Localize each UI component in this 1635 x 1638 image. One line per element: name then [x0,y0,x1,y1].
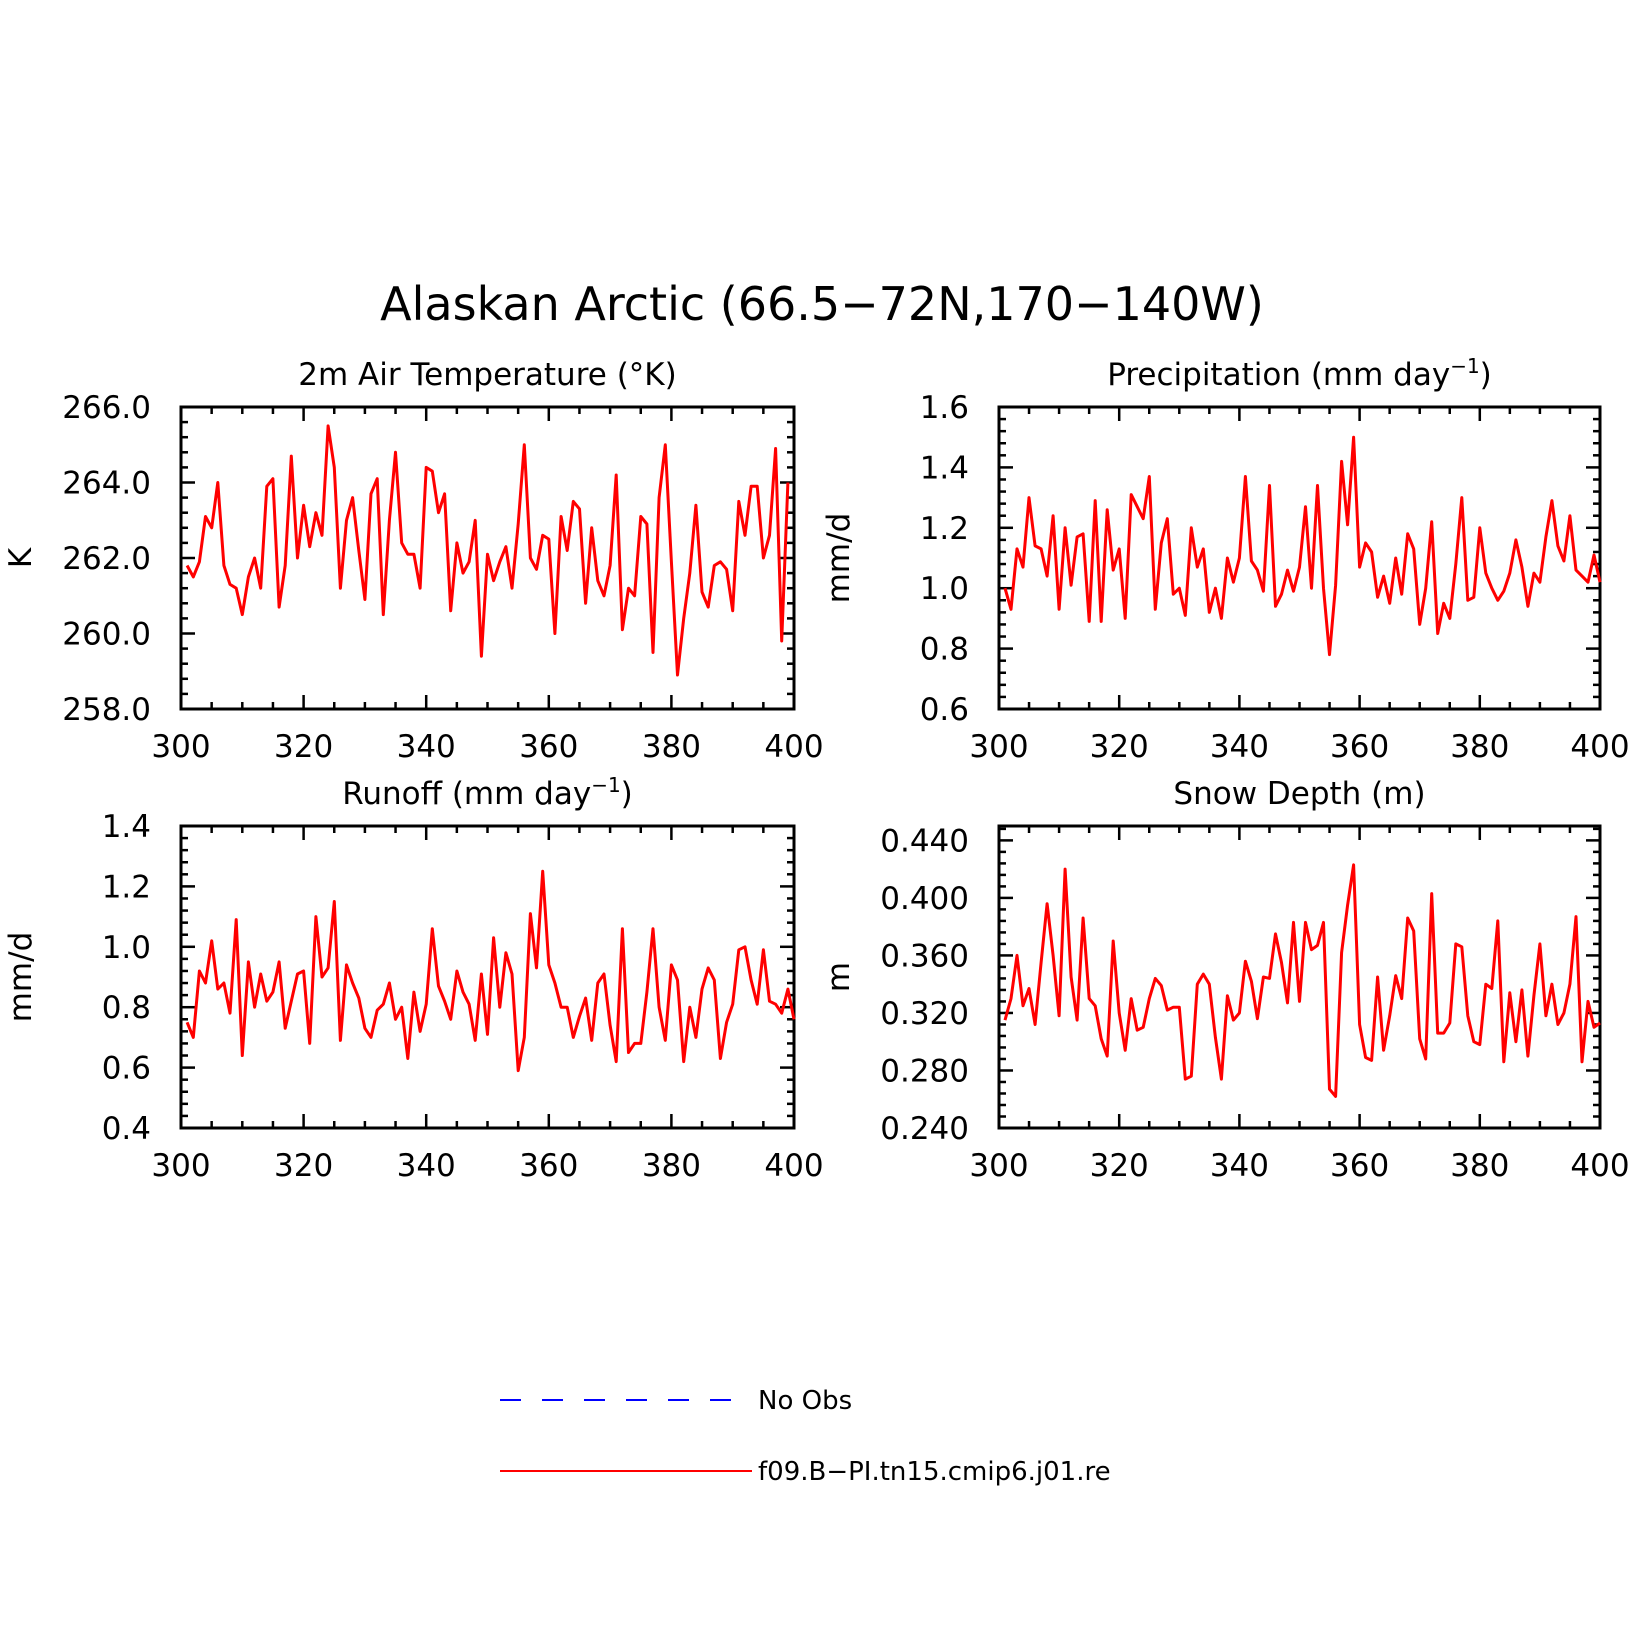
y-tick-label: 0.240 [880,1111,969,1147]
x-tick-label: 380 [1450,729,1509,765]
legend: No Obs f09.B−PI.tn15.cmip6.j01.re [500,1386,1111,1487]
panel-title: 2m Air Temperature (°K) [298,357,676,393]
x-tick-label: 380 [1450,1148,1509,1184]
panel-2: Runoff (mm day−1) mm/d 300 320 340 360 380 400 0… [3,773,824,1184]
x-tick-label: 360 [1330,729,1389,765]
legend-label-model-run: f09.B−PI.tn15.cmip6.j01.re [758,1457,1111,1487]
panels: 2m Air Temperature (°K) K 300 320 340 360 380 4… [3,354,1630,1184]
y-tick-label: 0.440 [880,823,969,859]
panel-title-superscript: −1 [591,773,620,797]
y-tick-label: 262.0 [62,541,151,577]
y-tick-label: 266.0 [62,390,151,426]
y-tick-label: 0.320 [880,996,969,1032]
x-tick-label: 380 [642,729,701,765]
panel-0: 2m Air Temperature (°K) K 300 320 340 360 380 4… [3,357,824,765]
plot-frame [179,824,796,1130]
y-tick-label: 1.2 [920,511,969,547]
y-tick-label: 0.6 [102,1051,151,1087]
plot-frame [997,824,1602,1130]
panel-3: Snow Depth (m) m 300 320 340 360 380 400 0.240 0.… [821,776,1630,1184]
x-tick-label: 340 [397,729,456,765]
x-tick-label: 360 [519,729,578,765]
series-line [185,424,790,677]
y-tick-label: 0.4 [102,1111,151,1147]
x-tick-label: 300 [969,1148,1028,1184]
panel-title: Runoff (mm day−1) [342,773,633,812]
x-tick-label: 320 [274,729,333,765]
x-tick-label: 340 [1210,1148,1269,1184]
y-tick-label: 0.8 [920,632,969,668]
x-tick-label: 320 [1090,729,1149,765]
y-tick-label: 1.6 [920,390,969,426]
y-tick-label: 264.0 [62,466,151,502]
x-tick-label: 340 [397,1148,456,1184]
x-tick-label: 300 [151,729,210,765]
x-tick-label: 300 [151,1148,210,1184]
y-tick-label: 260.0 [62,617,151,653]
x-tick-label: 400 [764,1148,823,1184]
series-line [185,869,796,1073]
panel-title-end: ) [1480,357,1492,393]
series-line [1003,435,1602,657]
x-tick-label: 340 [1210,729,1269,765]
y-tick-label: 1.0 [102,930,151,966]
x-tick-label: 360 [519,1148,578,1184]
x-tick-label: 360 [1330,1148,1389,1184]
y-tick-label: 1.0 [920,571,969,607]
x-tick-label: 380 [642,1148,701,1184]
y-tick-label: 1.4 [920,450,969,486]
y-tick-label: 0.8 [102,990,151,1026]
y-tick-label: 0.360 [880,938,969,974]
y-axis-label: mm/d [3,932,39,1023]
panel-title-superscript: −1 [1450,354,1479,378]
y-tick-label: 0.6 [920,692,969,728]
panel-title: Precipitation (mm day−1) [1107,354,1492,393]
figure-title: Alaskan Arctic (66.5−72N,170−140W) [380,277,1264,331]
y-tick-label: 1.4 [102,809,151,845]
x-tick-label: 300 [969,729,1028,765]
legend-label-no-obs: No Obs [758,1386,852,1416]
y-tick-label: 0.400 [880,881,969,917]
x-tick-label: 320 [1090,1148,1149,1184]
y-tick-label: 1.2 [102,869,151,905]
x-tick-label: 400 [764,729,823,765]
y-axis-label: mm/d [821,513,857,604]
y-axis-label: m [821,962,857,992]
y-axis-label: K [3,547,39,568]
x-tick-label: 400 [1570,729,1629,765]
y-tick-label: 258.0 [62,692,151,728]
panel-title-end: ) [621,776,633,812]
panel-1: Precipitation (mm day−1) mm/d 300 320 340 360… [821,354,1630,765]
x-tick-label: 320 [274,1148,333,1184]
y-tick-label: 0.280 [880,1053,969,1089]
series-line [1003,863,1601,1098]
x-tick-label: 400 [1570,1148,1629,1184]
panel-title: Snow Depth (m) [1173,776,1425,812]
